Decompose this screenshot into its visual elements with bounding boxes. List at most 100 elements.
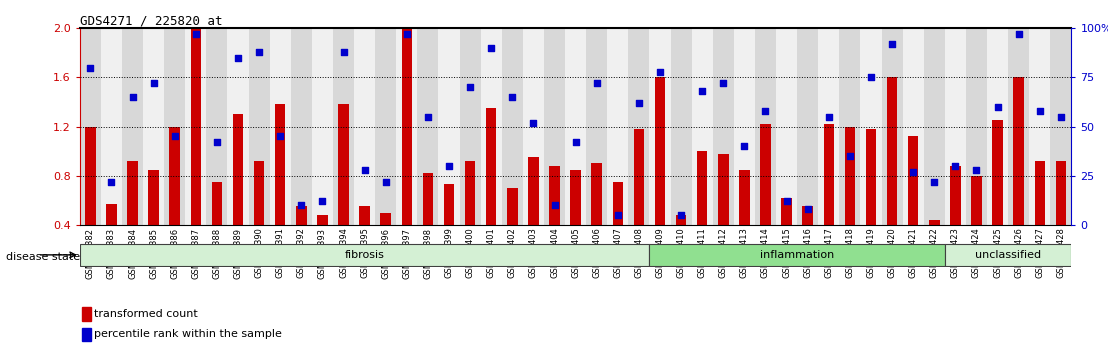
Bar [1056,161,1066,225]
Bar [338,104,349,225]
Bar [143,28,164,225]
Point [293,202,310,208]
Bar [296,206,307,225]
Bar [170,126,179,225]
Bar [691,28,712,225]
Point [482,45,500,51]
Bar [781,198,792,225]
Point [862,75,880,80]
Text: fibrosis: fibrosis [345,250,384,260]
Bar [401,28,412,225]
Bar [550,166,560,225]
Bar [507,188,517,225]
Bar [311,28,334,225]
Point [1009,32,1027,37]
Bar [797,28,818,225]
Bar [529,157,538,225]
Point [946,163,964,169]
Bar [82,327,91,341]
Bar [628,28,649,225]
Bar [823,124,834,225]
Point [124,94,142,100]
Bar [907,136,919,225]
Text: GDS4271 / 225820_at: GDS4271 / 225820_at [80,14,223,27]
Bar [987,28,1008,225]
Bar [422,173,433,225]
Bar [903,28,924,225]
Point [145,80,163,86]
Point [736,143,753,149]
Bar [613,182,623,225]
Bar [191,28,201,225]
Bar [275,104,286,225]
Point [904,169,922,175]
Bar [254,161,265,225]
Point [440,163,458,169]
Point [419,114,437,120]
Point [673,212,690,218]
Bar [85,126,95,225]
Point [1051,114,1069,120]
Point [461,84,479,90]
Text: percentile rank within the sample: percentile rank within the sample [94,330,281,339]
Point [988,104,1006,110]
Bar [993,120,1003,225]
Bar [966,28,987,225]
Bar [544,28,565,225]
Bar [886,78,897,225]
Text: disease state: disease state [6,252,80,262]
Bar [227,28,248,225]
Bar [571,170,581,225]
Point [841,153,859,159]
Point [925,179,943,184]
Bar [523,28,544,225]
Bar [481,28,502,225]
Bar [840,28,861,225]
Bar [882,28,903,225]
FancyBboxPatch shape [945,244,1071,266]
Bar [733,28,755,225]
Point [229,55,247,61]
Bar [718,154,729,225]
Point [356,167,373,173]
Bar [844,126,855,225]
Point [652,69,669,74]
Bar [439,28,460,225]
Bar [1050,28,1071,225]
Point [377,179,394,184]
Bar [317,215,328,225]
Bar [634,129,644,225]
Bar [924,28,945,225]
Point [967,167,985,173]
Bar [106,204,116,225]
Bar [655,78,665,225]
Bar [206,28,227,225]
Text: unclassified: unclassified [975,250,1042,260]
Bar [443,184,454,225]
Bar [760,124,771,225]
Bar [164,28,185,225]
Bar [670,28,691,225]
Bar [755,28,776,225]
Bar [972,176,982,225]
Bar [460,28,481,225]
Point [398,32,416,37]
Bar [355,28,376,225]
Point [609,212,627,218]
Point [630,100,648,106]
Bar [676,215,686,225]
Point [545,202,563,208]
Bar [82,307,91,321]
Bar [802,206,813,225]
Point [103,179,121,184]
Point [524,120,542,125]
Point [187,32,205,37]
Bar [502,28,523,225]
Bar [818,28,840,225]
Bar [1029,28,1050,225]
Bar [269,28,290,225]
Bar [122,28,143,225]
Bar [376,28,397,225]
Bar [565,28,586,225]
Bar [127,161,137,225]
